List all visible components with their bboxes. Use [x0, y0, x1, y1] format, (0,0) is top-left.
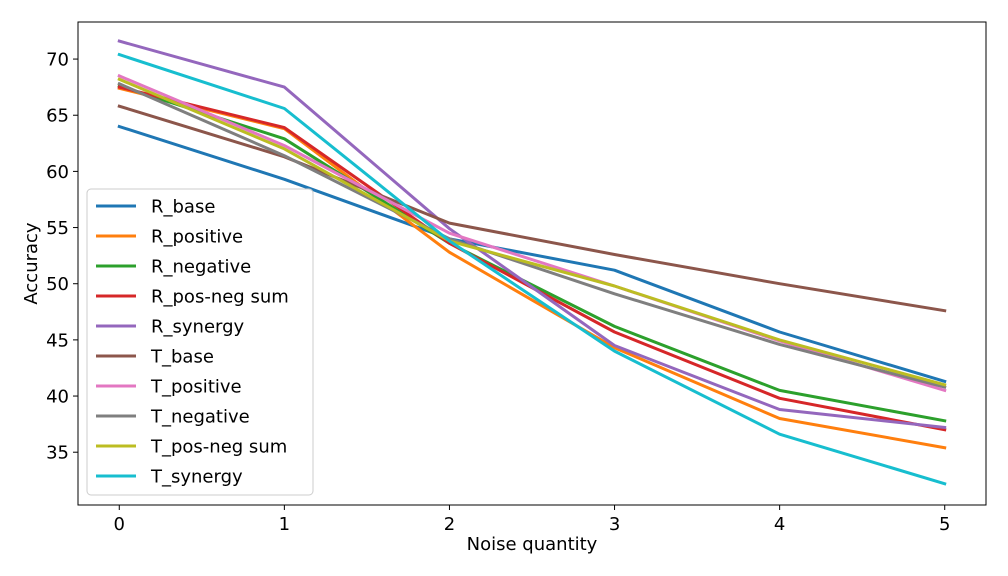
- legend-label: R_negative: [151, 257, 251, 278]
- x-tick-label: 4: [774, 514, 785, 535]
- y-tick-label: 70: [46, 50, 69, 71]
- y-tick-label: 45: [46, 330, 69, 351]
- legend-label: R_positive: [151, 227, 243, 248]
- x-tick-label: 1: [279, 514, 290, 535]
- legend-label: T_negative: [150, 407, 250, 428]
- y-tick-label: 60: [46, 162, 69, 183]
- y-tick-label: 40: [46, 387, 69, 408]
- y-tick-label: 35: [46, 443, 69, 464]
- x-tick-label: 5: [939, 514, 950, 535]
- legend-label: T_synergy: [150, 467, 243, 488]
- x-tick-label: 0: [114, 514, 125, 535]
- y-axis-label: Accuracy: [21, 222, 42, 305]
- y-tick-label: 55: [46, 218, 69, 239]
- legend-label: R_synergy: [151, 317, 245, 338]
- y-tick-label: 65: [46, 106, 69, 127]
- y-axis: 35 40 45 50 55 60 65 70: [46, 50, 78, 464]
- y-tick-label: 50: [46, 274, 69, 295]
- x-axis-label: Noise quantity: [467, 534, 598, 555]
- legend-label: R_pos-neg sum: [151, 287, 289, 308]
- legend: R_base R_positive R_negative R_pos-neg sum R…: [87, 189, 313, 495]
- legend-label: T_pos-neg sum: [150, 437, 287, 458]
- x-tick-label: 2: [444, 514, 455, 535]
- legend-label: R_base: [151, 197, 215, 218]
- legend-label: T_positive: [150, 377, 242, 398]
- legend-label: T_base: [150, 347, 214, 368]
- x-axis: 0 1 2 3 4 5: [114, 505, 951, 535]
- x-tick-label: 3: [609, 514, 620, 535]
